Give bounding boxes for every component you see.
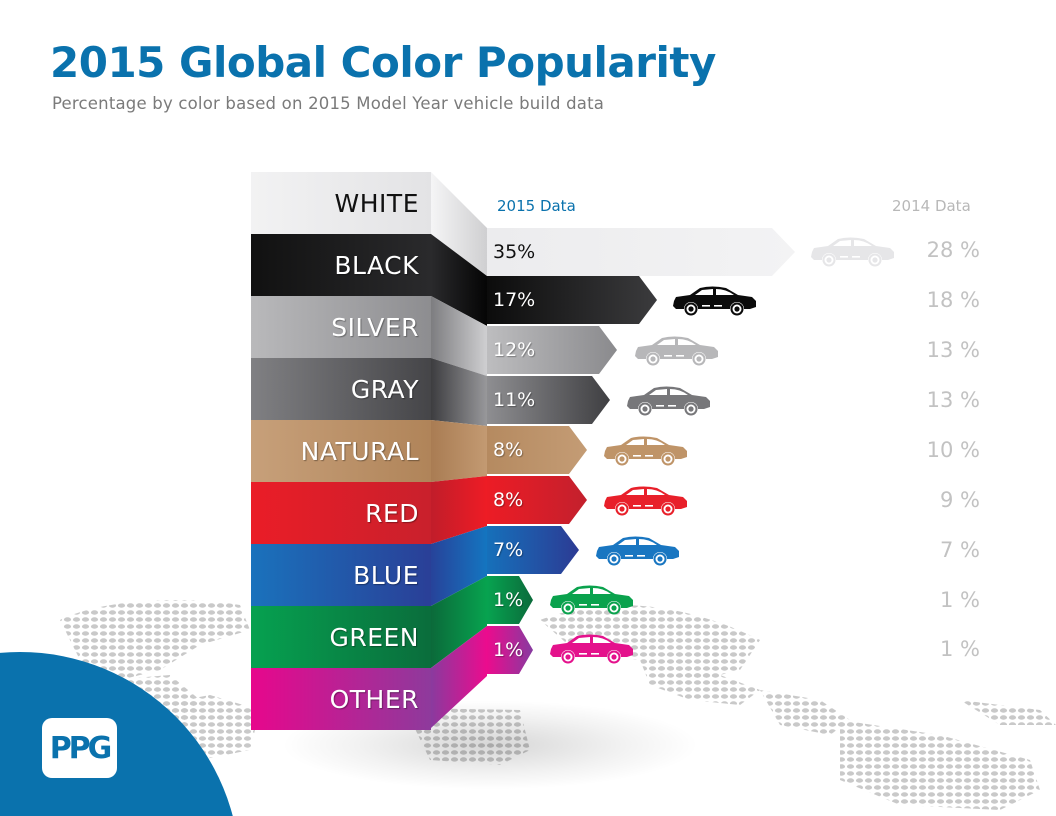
- car-icon-natural: [601, 435, 689, 467]
- brand-corner-arc: [0, 652, 240, 816]
- value-2014-natural: 10 %: [926, 438, 980, 462]
- label-silver: SILVER: [251, 296, 431, 358]
- car-icon-red: [601, 485, 689, 517]
- bar-white: 35%: [487, 228, 795, 276]
- label-green: GREEN: [251, 606, 431, 668]
- ppg-logo: PPG: [42, 718, 117, 778]
- car-icon-blue: [593, 535, 681, 567]
- column-header-2014: 2014 Data: [892, 197, 971, 215]
- value-2014-other: 1 %: [940, 637, 980, 661]
- value-2014-silver: 13 %: [926, 338, 980, 362]
- value-2014-blue: 7 %: [940, 538, 980, 562]
- fold-connectors: [431, 172, 487, 728]
- column-header-2015: 2015 Data: [497, 197, 576, 215]
- car-icon-silver: [632, 335, 720, 367]
- label-gray: GRAY: [251, 358, 431, 420]
- bar-black: 17%: [487, 276, 657, 324]
- bar-red: 8%: [487, 476, 587, 524]
- car-icon-other: [547, 633, 635, 665]
- label-red: RED: [251, 482, 431, 544]
- label-other: OTHER: [251, 668, 431, 730]
- bar-blue: 7%: [487, 526, 579, 574]
- car-icon-gray: [624, 385, 712, 417]
- label-black: BLACK: [251, 234, 431, 296]
- car-icon-black: [670, 285, 758, 317]
- value-2014-black: 18 %: [926, 288, 980, 312]
- bar-natural: 8%: [487, 426, 587, 474]
- value-2014-gray: 13 %: [926, 388, 980, 412]
- world-map-graphic: [60, 600, 1056, 810]
- bar-gray: 11%: [487, 376, 610, 424]
- car-icon-white: [808, 236, 896, 268]
- value-2014-white: 28 %: [926, 238, 980, 262]
- page-title: 2015 Global Color Popularity: [50, 38, 716, 87]
- value-2014-red: 9 %: [940, 488, 980, 512]
- page-subtitle: Percentage by color based on 2015 Model …: [52, 94, 605, 113]
- label-natural: NATURAL: [251, 420, 431, 482]
- value-2014-green: 1 %: [940, 588, 980, 612]
- bar-silver: 12%: [487, 326, 617, 374]
- label-blue: BLUE: [251, 544, 431, 606]
- car-icon-green: [547, 584, 635, 616]
- label-white: WHITE: [251, 172, 431, 234]
